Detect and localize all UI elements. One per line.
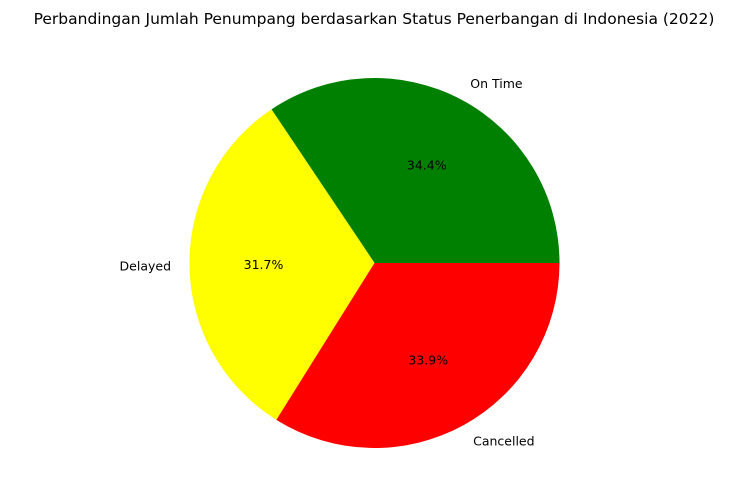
pie-slices	[189, 78, 560, 448]
pie-percent-label-delayed: 31.7%	[244, 257, 284, 272]
chart-title: Perbandingan Jumlah Penumpang berdasarka…	[34, 10, 715, 28]
pie-labels: 34.4% On Time 31.7% Delayed 33.9% Cancelled	[120, 76, 535, 449]
pie-slice-delayed	[189, 109, 375, 420]
pie-slice-on-time	[271, 78, 560, 263]
pie-slice-label-delayed: Delayed	[120, 259, 171, 274]
pie-percent-label-on-time: 34.4%	[407, 158, 447, 173]
pie-slice-label-cancelled: Cancelled	[473, 434, 534, 449]
pie-slice-cancelled	[276, 263, 560, 448]
pie-percent-label-cancelled: 33.9%	[408, 353, 448, 368]
pie-slice-label-on-time: On Time	[470, 76, 523, 91]
